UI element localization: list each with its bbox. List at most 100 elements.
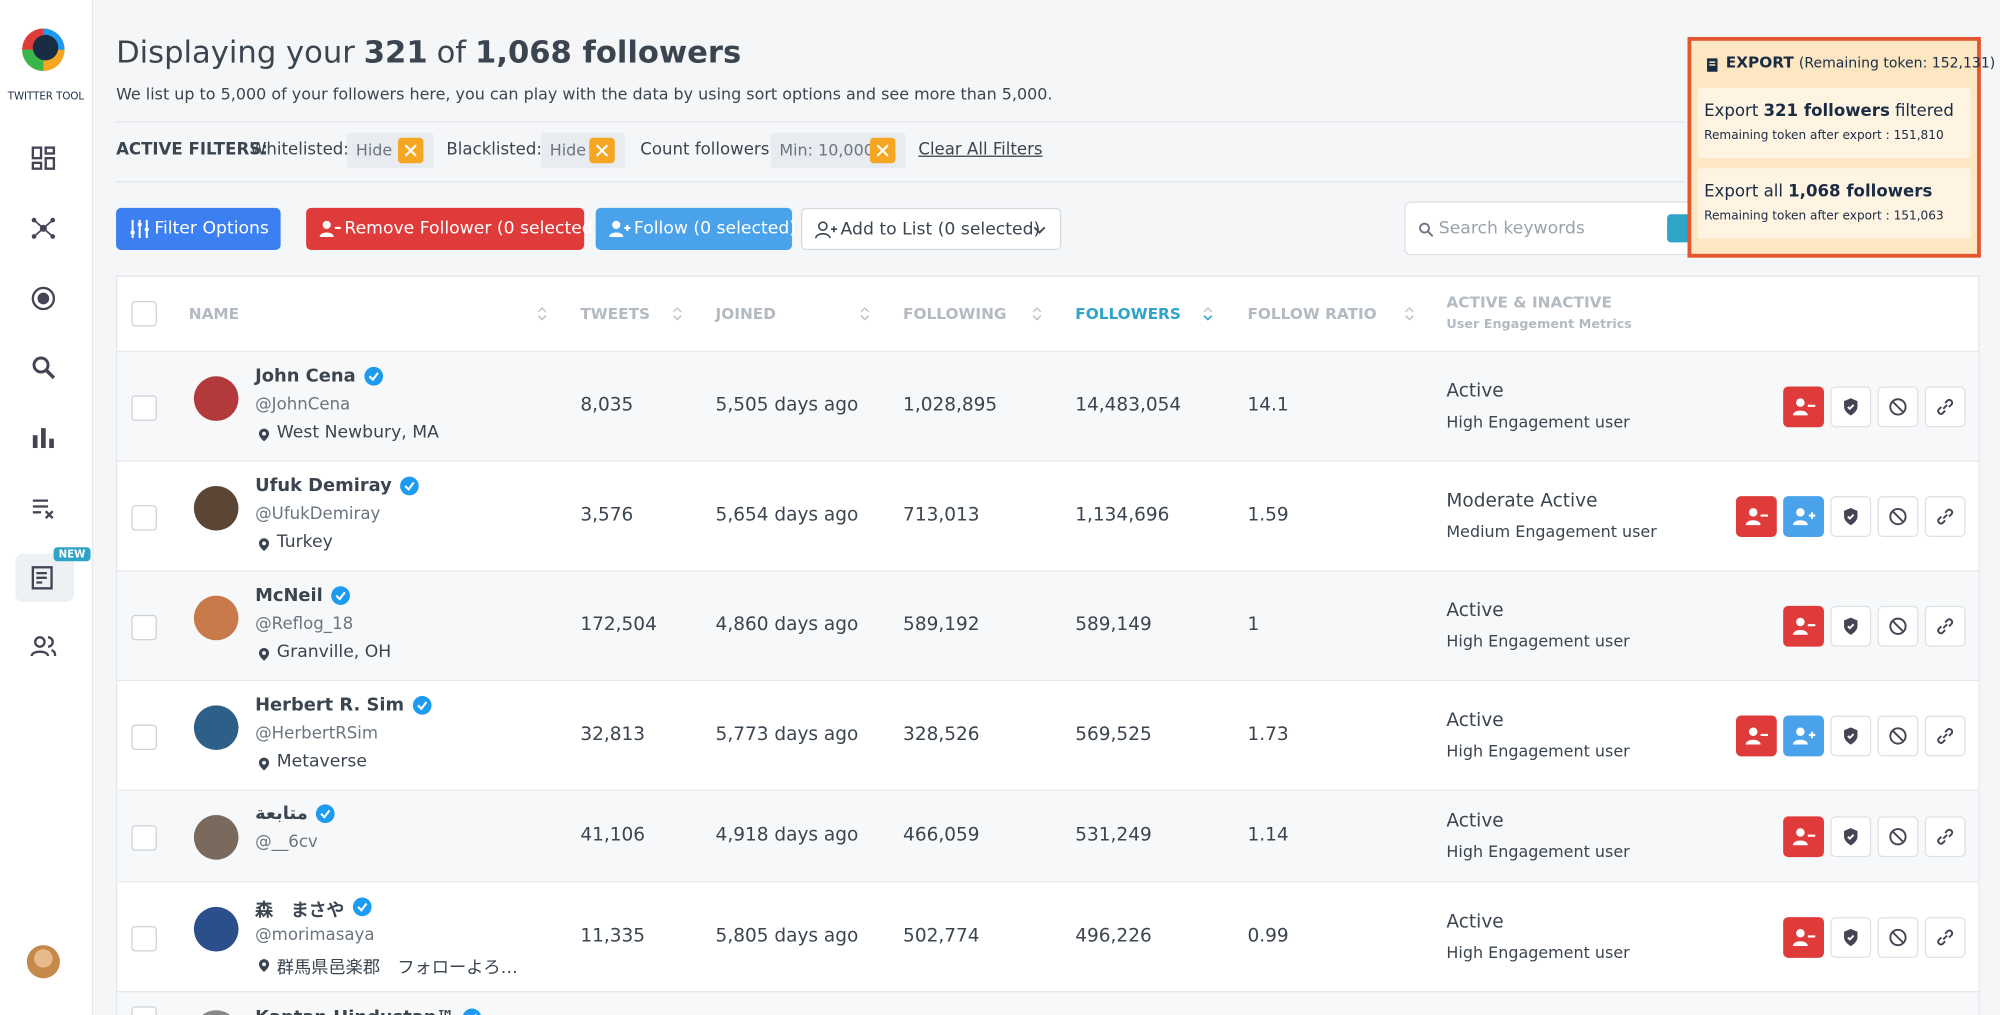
export-option[interactable]: Export 321 followers filtered Remaining tok… (1697, 88, 1971, 159)
column-header[interactable]: FOLLOWERS (1075, 304, 1181, 323)
block-button-glyph (1889, 727, 1907, 745)
user-handle: @JohnCena (255, 395, 351, 415)
block-button[interactable] (1877, 816, 1919, 858)
avatar[interactable] (193, 485, 239, 531)
link-button[interactable] (1924, 816, 1966, 858)
verified-badge (330, 585, 350, 606)
verified-badge-glyph (315, 804, 335, 824)
cell-ratio: 1.59 (1247, 505, 1289, 526)
link-button[interactable] (1924, 605, 1966, 647)
row-checkbox[interactable] (131, 825, 157, 851)
link-button[interactable] (1924, 715, 1966, 757)
filter-remove-glyph (595, 144, 609, 157)
row-checkbox[interactable] (131, 926, 157, 952)
toolbar-button[interactable]: Remove Follower (0 selected) (306, 207, 599, 250)
user-name[interactable]: Ufuk Demiray (255, 475, 392, 497)
block-button[interactable] (1877, 386, 1919, 428)
whitelist-button[interactable] (1830, 496, 1872, 537)
avatar[interactable] (193, 705, 239, 750)
link-button[interactable] (1924, 496, 1966, 537)
link-button-glyph (1937, 618, 1954, 635)
search-box[interactable]: Search keywords (1404, 201, 1711, 256)
row-checkbox[interactable] (131, 505, 157, 531)
filter-remove[interactable] (589, 137, 615, 164)
sort-icon[interactable] (534, 302, 549, 325)
remove-button[interactable] (1735, 715, 1777, 757)
table-row: Kaptan Hindustan™ (117, 991, 1979, 1015)
verified-badge (315, 804, 335, 824)
remove-button[interactable] (1783, 605, 1824, 647)
user-name[interactable]: John Cena (255, 366, 356, 387)
new-badge: NEW (53, 547, 91, 562)
verified-badge (462, 1008, 482, 1015)
avatar[interactable] (193, 595, 239, 641)
export-note: Remaining token after export : 151,063 (1704, 209, 1944, 224)
column-header[interactable]: JOINED (715, 304, 776, 323)
remove-button[interactable] (1783, 386, 1824, 428)
column-header[interactable]: FOLLOWING (903, 304, 1007, 323)
filter-remove[interactable] (397, 137, 424, 164)
user-name[interactable]: متابعة (255, 803, 308, 824)
whitelist-button-glyph (1844, 828, 1858, 846)
row-checkbox[interactable] (131, 614, 157, 641)
link-button[interactable] (1924, 917, 1966, 958)
remove-button[interactable] (1783, 917, 1824, 958)
link-button-glyph (1937, 398, 1954, 415)
block-button[interactable] (1877, 496, 1919, 537)
filter-chip: Hide (346, 132, 434, 169)
column-header[interactable]: NAME (188, 304, 240, 323)
user-avatar[interactable] (26, 945, 60, 979)
toolbar-button[interactable]: Filter Options (116, 207, 281, 250)
column-header[interactable]: FOLLOW RATIO (1247, 304, 1377, 323)
metrics-note: User Engagement Metrics (1446, 317, 1632, 332)
whitelist-button[interactable] (1830, 386, 1872, 428)
user-name[interactable]: McNeil (255, 585, 323, 606)
user-name[interactable]: Kaptan Hindustan™ (255, 1008, 454, 1015)
block-button-glyph (1889, 507, 1907, 526)
nav-icon (29, 564, 57, 592)
user-name[interactable]: Herbert R. Sim (255, 695, 405, 716)
sort-icon[interactable] (1029, 302, 1044, 325)
export-option[interactable]: Export all 1,068 followers Remaining token… (1697, 168, 1971, 239)
clear-filters[interactable]: Clear All Filters (918, 140, 1043, 160)
sort-icon[interactable] (1200, 302, 1215, 325)
cell-joined: 5,773 days ago (715, 724, 859, 745)
table-row: Ufuk Demiray @UfukDemiray Turkey 3,576 5,654… (117, 460, 1979, 572)
nav-icon-glyph (32, 499, 54, 520)
whitelist-button[interactable] (1830, 715, 1872, 757)
block-button[interactable] (1877, 917, 1919, 958)
avatar[interactable] (193, 1010, 239, 1015)
row-checkbox[interactable] (131, 724, 157, 750)
sort-icon[interactable] (857, 302, 872, 325)
block-button[interactable] (1877, 715, 1919, 757)
cell-followers: 531,249 (1075, 825, 1152, 846)
remove-button[interactable] (1783, 816, 1824, 858)
avatar[interactable] (193, 376, 239, 421)
status: Active (1446, 710, 1504, 731)
sort-icon[interactable] (670, 302, 685, 325)
nav-icon (29, 633, 57, 661)
verified-badge-glyph (352, 897, 372, 917)
location-pin (256, 425, 271, 443)
select-all-checkbox[interactable] (131, 301, 157, 327)
whitelist-button[interactable] (1830, 816, 1872, 858)
sort-icon[interactable] (1402, 302, 1417, 325)
follow-button[interactable] (1783, 496, 1824, 537)
follow-button[interactable] (1783, 715, 1824, 757)
toolbar-button[interactable]: Follow (0 selected) (595, 207, 796, 250)
whitelist-button[interactable] (1830, 605, 1872, 647)
avatar[interactable] (193, 906, 239, 952)
user-location: Turkey (276, 531, 333, 553)
toolbar-button[interactable]: Add to List (0 selected) (801, 207, 1062, 250)
column-header[interactable]: TWEETS (580, 304, 651, 323)
whitelist-button[interactable] (1830, 917, 1872, 958)
filter-remove[interactable] (869, 137, 896, 164)
block-button[interactable] (1877, 605, 1919, 647)
row-checkbox[interactable] (131, 1006, 157, 1015)
remove-button[interactable] (1735, 496, 1777, 537)
cell-tweets: 32,813 (580, 724, 646, 745)
row-checkbox[interactable] (131, 395, 157, 421)
avatar[interactable] (193, 815, 239, 860)
link-button[interactable] (1924, 386, 1966, 428)
user-name[interactable]: 森 まさや (255, 900, 345, 921)
